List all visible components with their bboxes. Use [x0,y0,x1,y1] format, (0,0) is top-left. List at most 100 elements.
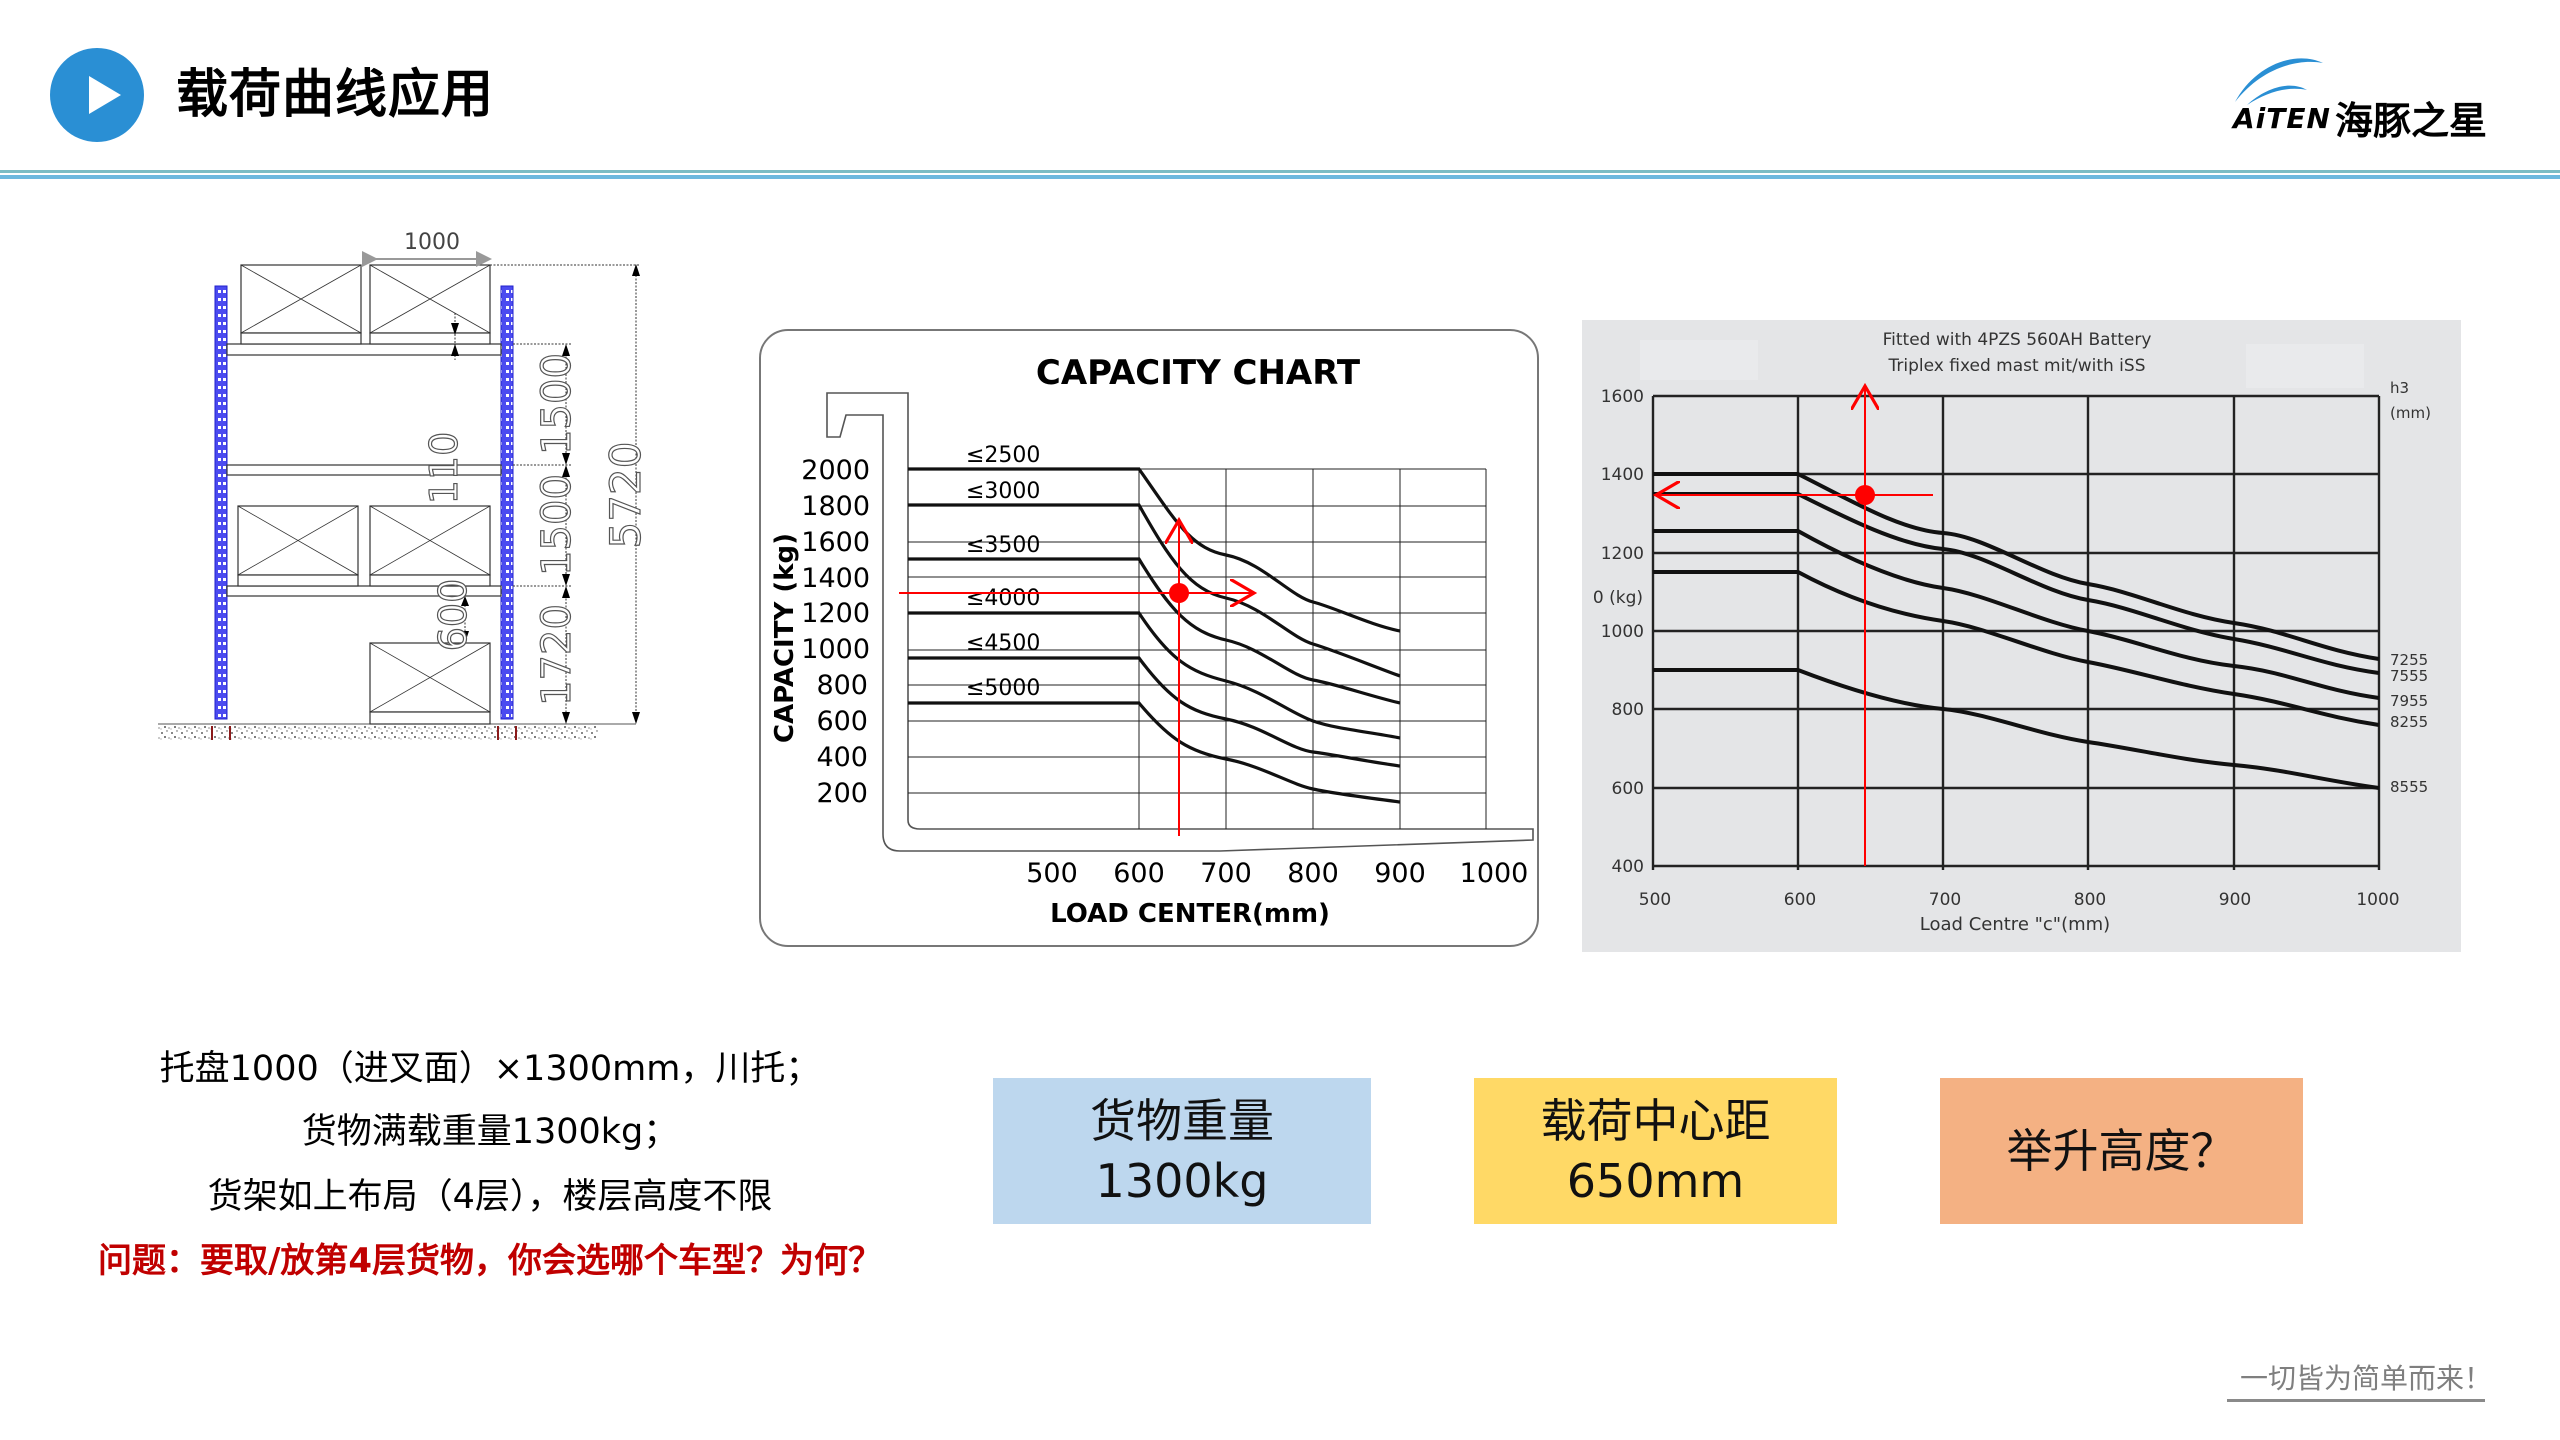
load-point-marker [1169,583,1189,603]
svg-text:1800: 1800 [801,491,870,522]
x-axis-title: LOAD CENTER(mm) [1050,899,1330,929]
svg-text:1200: 1200 [801,598,870,629]
svg-text:8555: 8555 [2390,778,2428,796]
card-cargo-weight: 货物重量 1300kg [993,1078,1371,1224]
card-title: 货物重量 [1090,1094,1274,1148]
svg-text:1400: 1400 [801,563,870,594]
svg-text:7255: 7255 [2390,651,2428,669]
svg-text:700: 700 [1200,858,1252,889]
svg-text:7555: 7555 [2390,667,2428,685]
card-load-center: 载荷中心距 650mm [1474,1078,1837,1224]
ground-hatch [158,724,598,740]
svg-text:500: 500 [1639,890,1671,910]
svg-text:500: 500 [1026,858,1078,889]
rack-upright-right [500,285,514,720]
h3-legend: h3 (mm) 7255 7555 7955 8255 8555 [2390,379,2431,796]
footer-slogan: 一切皆为简单而来！ [2240,1362,2493,1395]
logo-text-en: AiTEN [2233,102,2331,135]
rack-drawing: 1000 5720 1500 1500 1720 110 600 [158,230,651,740]
y-axis-labels: 1600 1400 1200 1000 800 600 400 [1601,387,1644,877]
svg-text:600: 600 [1113,858,1165,889]
legend-4000: ≤4000 [966,586,1040,611]
y-axis-title: 0 (kg) [1593,588,1643,608]
svg-text:1000: 1000 [1601,622,1644,642]
svg-text:900: 900 [2219,890,2251,910]
svg-text:600: 600 [816,706,868,737]
svg-text:1400: 1400 [1601,465,1644,485]
load-point-annotation [1656,386,1933,866]
svg-text:800: 800 [816,670,868,701]
card-title: 举升高度？ [2006,1124,2237,1178]
brand-logo: AiTEN 海豚之星 [2225,50,2525,143]
play-icon [50,48,144,142]
page-title: 载荷曲线应用 [176,65,495,125]
header-divider-thick [0,175,2560,179]
svg-text:400: 400 [816,742,868,773]
card-lift-height: 举升高度？ [1940,1078,2303,1224]
fork-outline [826,392,1534,852]
h3-curves [1653,472,2380,790]
x-axis-labels: 500 600 700 800 900 1000 [1639,890,2400,910]
chart-title: CAPACITY CHART [1036,353,1361,393]
rack-beam-3 [226,464,502,476]
chart-frame [759,329,1539,947]
capacity-curves [908,467,1401,804]
svg-text:700: 700 [1929,890,1961,910]
x-axis-labels: 500 600 700 800 900 1000 [1026,858,1528,889]
desc-line-pallet: 托盘1000（进叉面）×1300mm，川托； [159,1049,821,1089]
x-axis-title: Load Centre "c"(mm) [1920,914,2110,935]
svg-text:h3: h3 [2390,379,2409,397]
svg-text:1000: 1000 [2356,890,2399,910]
y-axis-title: CAPACITY (kg) [770,533,800,743]
svg-text:8255: 8255 [2390,713,2428,731]
dim-total-height: 5720 [601,442,650,549]
load-point-annotation [899,520,1254,836]
svg-text:1000: 1000 [801,634,870,665]
svg-text:600: 600 [1784,890,1816,910]
chart-title: Fitted with 4PZS 560AH Battery [1883,330,2152,350]
svg-text:1600: 1600 [1601,387,1644,407]
dim-clearance-bottom: 600 [431,579,475,652]
legend-3500: ≤3500 [966,533,1040,558]
svg-text:800: 800 [2074,890,2106,910]
desc-line-weight: 货物满载重量1300kg； [301,1112,679,1152]
rack-beam-4 [226,343,502,356]
svg-text:600: 600 [1612,779,1644,799]
dim-level-2: 1500 [534,474,580,576]
legend-3000: ≤3000 [966,479,1040,504]
svg-text:900: 900 [1374,858,1426,889]
chart-panel [1582,320,2461,952]
card-title: 载荷中心距 [1540,1094,1771,1148]
swoosh-icon [2235,58,2323,105]
card-value: 650mm [1566,1154,1745,1208]
legend-4500: ≤4500 [966,631,1040,656]
svg-text:(mm): (mm) [2390,404,2431,422]
logo-text-cn: 海豚之星 [2335,99,2488,143]
legend-5000: ≤5000 [966,676,1040,701]
question-text: 问题：要取/放第4层货物，你会选哪个车型？为何？ [97,1241,883,1281]
mast-capacity-chart: Fitted with 4PZS 560AH Battery Triplex f… [1582,320,2461,952]
desc-line-rack: 货架如上布局（4层），楼层高度不限 [207,1177,773,1217]
svg-text:2000: 2000 [801,455,870,486]
y-axis-labels: 2000 1800 1600 1400 1200 1000 800 600 40… [801,455,870,809]
rack-upright-left [214,285,228,720]
card-value: 1300kg [1095,1154,1269,1208]
svg-text:1000: 1000 [1460,858,1529,889]
svg-text:1600: 1600 [801,527,870,558]
legend-2500: ≤2500 [966,443,1040,468]
rack-beam-2 [226,585,502,597]
svg-text:200: 200 [816,778,868,809]
svg-text:400: 400 [1612,857,1644,877]
capacity-chart: CAPACITY CHART ≤2500 ≤3000 ≤3500 ≤4000 ≤… [759,329,1539,947]
svg-text:800: 800 [1287,858,1339,889]
svg-text:1200: 1200 [1601,544,1644,564]
svg-text:7955: 7955 [2390,692,2428,710]
header-divider-thin [0,170,2560,173]
dim-clearance-top: 110 [422,432,466,505]
dim-width: 1000 [404,230,460,255]
capacity-legend: ≤2500 ≤3000 ≤3500 ≤4000 ≤4500 ≤5000 [966,443,1040,701]
dim-level-1: 1720 [534,604,580,706]
footer-underline [2227,1399,2485,1402]
cargo-pallets [237,264,491,725]
dim-level-3: 1500 [534,353,580,455]
